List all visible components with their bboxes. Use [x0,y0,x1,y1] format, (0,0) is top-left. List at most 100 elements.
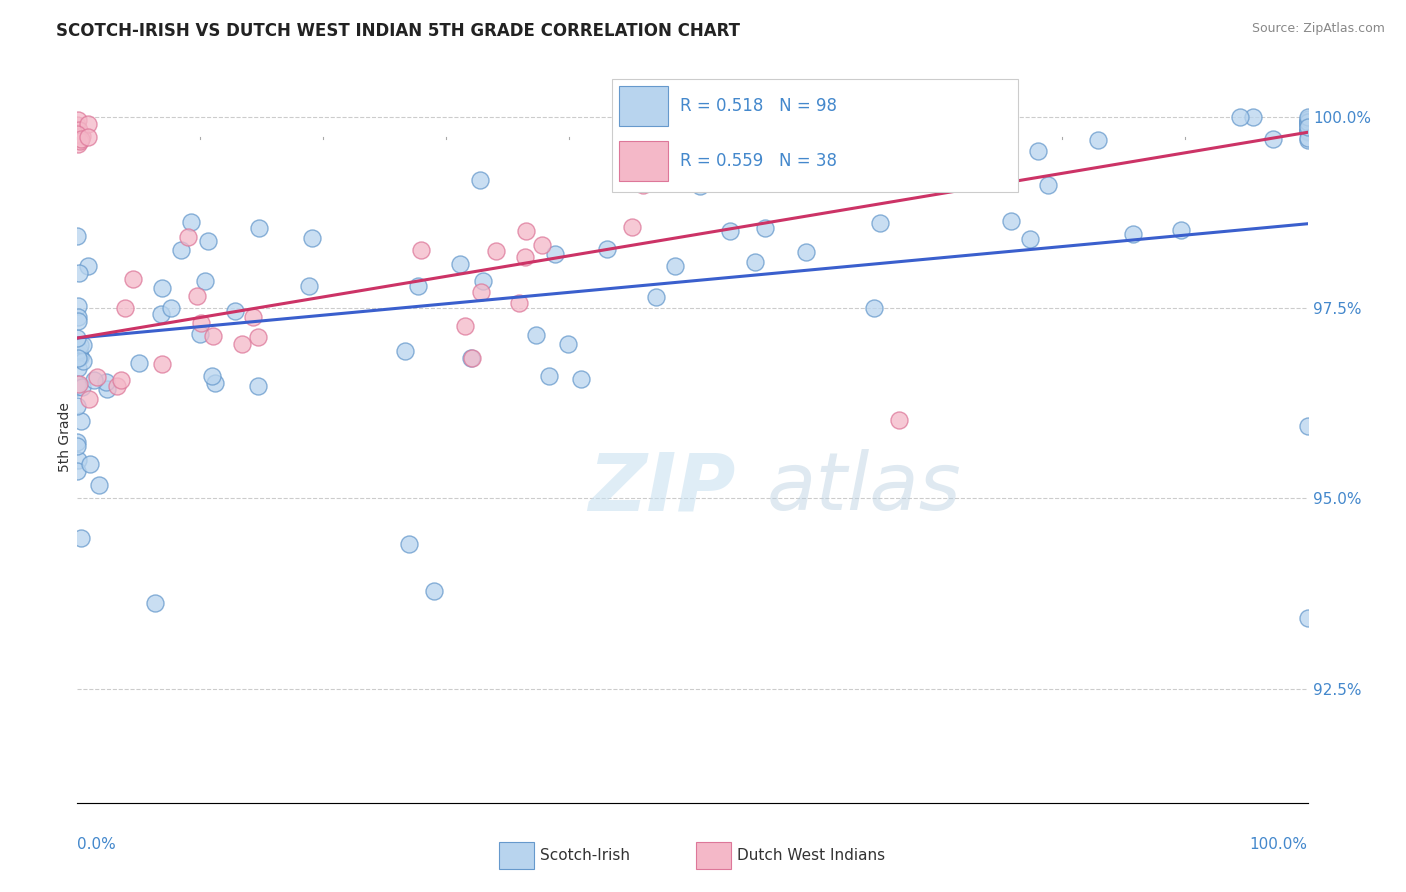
Point [69,135,91,149]
Point [1087,133,1109,147]
Point [224,304,246,318]
Point [67,361,90,376]
Point [110,373,132,387]
Text: ZIP: ZIP [588,450,735,527]
Point [89,478,111,492]
Point [453,319,475,334]
Point [66,127,89,141]
Point [190,316,212,330]
Point [76,117,98,131]
Point [66,435,89,450]
Point [887,413,910,427]
Point [794,244,817,259]
Bar [619,141,668,181]
Point [1296,115,1319,129]
Point [411,243,433,257]
Point [1296,114,1319,128]
Point [197,234,219,248]
Point [557,337,579,351]
Point [150,281,173,295]
Point [66,331,89,345]
Point [1122,227,1144,241]
Bar [619,86,668,126]
Point [66,399,89,413]
Point [620,219,643,234]
Point [83,373,105,387]
Point [1296,118,1319,132]
Point [96,382,118,396]
Point [423,584,446,599]
Point [1296,611,1319,625]
Text: Scotch-Irish: Scotch-Irish [540,848,630,863]
Text: Source: ZipAtlas.com: Source: ZipAtlas.com [1251,22,1385,36]
Point [1296,114,1319,128]
Point [66,380,89,394]
Point [631,178,654,192]
Point [66,113,89,128]
Point [105,379,128,393]
Point [67,123,90,137]
Point [70,128,93,143]
Point [1296,110,1319,124]
Point [406,278,429,293]
Point [1000,214,1022,228]
Point [69,337,91,351]
Point [461,351,484,366]
Point [70,531,93,545]
Point [1296,124,1319,138]
Point [571,372,593,386]
Point [114,301,136,316]
Text: Dutch West Indians: Dutch West Indians [737,848,884,863]
Point [188,327,211,342]
Point [66,229,89,244]
Point [1296,117,1319,131]
Point [470,285,492,299]
Point [1296,125,1319,139]
Point [596,242,619,256]
Point [180,215,202,229]
Point [94,375,117,389]
Point [86,370,108,384]
Point [644,290,666,304]
Point [471,274,494,288]
Point [247,329,270,343]
Point [242,310,264,325]
Point [66,310,89,325]
Point [1296,124,1319,138]
Point [76,130,98,145]
Point [544,246,567,260]
Point [1170,223,1192,237]
Point [66,126,89,140]
Point [664,260,686,274]
Point [70,414,93,428]
Point [67,376,90,391]
Point [1036,178,1059,192]
Point [1241,110,1264,124]
Point [66,439,89,453]
Point [515,224,537,238]
Point [72,354,94,368]
Point [394,344,416,359]
Point [69,349,91,363]
Point [66,376,89,391]
Point [754,220,776,235]
Point [1296,120,1319,134]
Point [689,179,711,194]
Text: R = 0.518   N = 98: R = 0.518 N = 98 [681,96,837,115]
Point [468,173,491,187]
Point [170,243,193,257]
Point [186,288,208,302]
Point [301,231,323,245]
Point [1261,132,1284,146]
Point [67,453,90,467]
Text: 0.0%: 0.0% [77,837,117,852]
Point [1019,232,1042,246]
Point [122,272,145,286]
Point [1296,133,1319,147]
Point [1229,110,1251,124]
Point [79,457,101,471]
Point [145,596,167,610]
Point [720,224,742,238]
Point [744,255,766,269]
Point [537,369,560,384]
